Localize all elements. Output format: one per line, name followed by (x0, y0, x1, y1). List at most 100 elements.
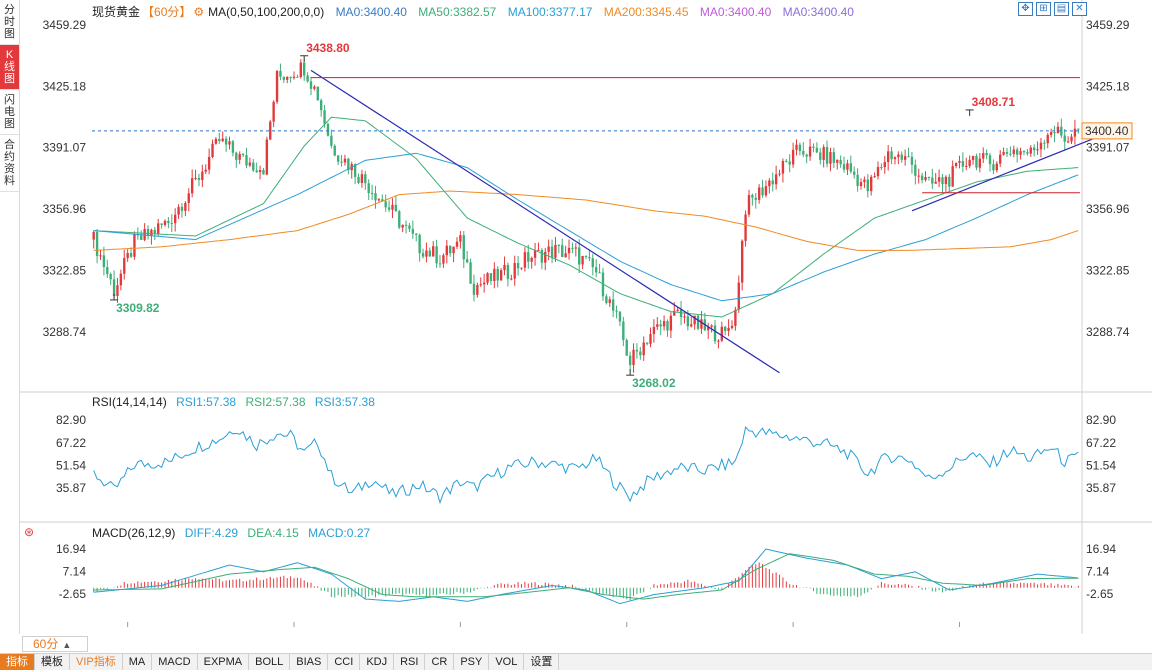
candle-body (187, 193, 190, 203)
toolbar-item-boll[interactable]: BOLL (249, 654, 291, 670)
toolbar-item-kdj[interactable]: KDJ (360, 654, 395, 670)
candle-body (707, 326, 710, 331)
candle-body (890, 151, 893, 160)
period-selector[interactable]: 60分 ▲ (22, 636, 88, 652)
toolbar-item-模板[interactable]: 模板 (35, 654, 70, 670)
toolbar-item-vol[interactable]: VOL (489, 654, 525, 670)
ma-value-3: MA200:3345.45 (603, 5, 689, 19)
rsi2-value: RSI2:57.38 (245, 395, 306, 409)
toolbar-item-ma[interactable]: MA (123, 654, 153, 670)
candle-body (411, 228, 415, 234)
candle-body (914, 164, 917, 176)
candle-body (357, 176, 360, 184)
candle-body (238, 154, 241, 160)
candle-body (880, 167, 883, 169)
rsi-tick-right-2: 51.54 (1086, 458, 1116, 472)
toolbar-item-cr[interactable]: CR (425, 654, 455, 670)
candle-body (153, 229, 156, 234)
chart-canvas[interactable]: 3459.29 3459.29 3425.18 3425.18 3391.07 3391.… (20, 0, 1152, 634)
chart-icon[interactable]: ▤ (1054, 2, 1069, 16)
candle-body (615, 310, 618, 312)
candle-body (965, 166, 968, 168)
candle-body (639, 351, 642, 356)
candle-body (221, 138, 224, 142)
macd-line-diff (93, 548, 1079, 605)
chart-area[interactable]: 3459.29 3459.29 3425.18 3425.18 3391.07 3391.… (20, 0, 1152, 634)
candle-body (876, 167, 880, 177)
sidebar-tab-0[interactable]: 分时图 (0, 0, 19, 45)
candle-body (533, 250, 537, 258)
y-tick-left-1: 3425.18 (43, 79, 87, 93)
sidebar-tab-2[interactable]: 闪电图 (0, 90, 19, 135)
candle-body (598, 272, 601, 274)
candle-body (948, 176, 951, 187)
y-tick-left-4: 3322.85 (43, 263, 87, 277)
current-price-tag (1081, 122, 1133, 140)
candle-body (934, 181, 937, 184)
toolbar-item-指标[interactable]: 指标 (0, 654, 35, 670)
crosshair-icon[interactable]: ⊞ (1036, 2, 1051, 16)
candle-body (757, 187, 761, 200)
move-icon[interactable]: ✥ (1018, 2, 1033, 16)
toolbar-item-macd[interactable]: MACD (152, 654, 198, 670)
arrow-up-icon: ▲ (62, 640, 72, 650)
toolbar-item-vip指标[interactable]: VIP指标 (70, 654, 123, 670)
candle-body (190, 178, 194, 194)
candle-body (170, 223, 173, 225)
candle-body (683, 316, 686, 318)
candle-body (679, 309, 683, 318)
candle-body (272, 101, 275, 122)
y-tick-right-1: 3425.18 (1086, 79, 1130, 93)
candle-body (415, 233, 418, 235)
candle-body (659, 324, 662, 327)
instrument-name: 现货黄金 (92, 5, 141, 19)
candle-body (611, 299, 615, 311)
candle-body (554, 244, 557, 258)
candle-body (886, 151, 890, 163)
target-icon[interactable]: ⊛ (24, 525, 35, 539)
candle-body (968, 159, 971, 167)
candle-body (1012, 149, 1015, 155)
candle-body (418, 234, 421, 254)
candle-body (920, 175, 924, 180)
candle-body (744, 214, 747, 241)
candle-body (173, 214, 177, 224)
candle-body (1029, 147, 1032, 154)
candle-body (992, 164, 995, 171)
candle-body (211, 143, 214, 157)
chart-window-controls: ✥ ⊞ ▤ ✕ (1018, 2, 1087, 16)
candle-body (140, 235, 143, 240)
candle-body (788, 161, 791, 165)
candle-body (547, 246, 550, 252)
macd-line-dea (93, 553, 1079, 600)
candle-body (768, 180, 771, 187)
candle-body (897, 154, 900, 158)
toolbar-item-psy[interactable]: PSY (454, 654, 490, 670)
candle-body (150, 229, 153, 236)
candle-body (201, 171, 204, 180)
gear-icon[interactable]: ⚙ (193, 5, 205, 19)
toolbar-item-expma[interactable]: EXPMA (198, 654, 250, 670)
candle-body (99, 255, 102, 257)
candle-body (1019, 151, 1022, 155)
current-price-label: 3400.40 (1085, 124, 1129, 138)
close-icon[interactable]: ✕ (1072, 2, 1087, 16)
candle-body (866, 179, 869, 192)
candle-body (330, 135, 333, 146)
toolbar-item-cci[interactable]: CCI (328, 654, 361, 670)
candle-body (747, 195, 751, 215)
sidebar-tab-3[interactable]: 合约资料 (0, 135, 19, 192)
candle-body (275, 70, 279, 102)
toolbar-item-bias[interactable]: BIAS (290, 654, 329, 670)
candle-body (717, 340, 720, 342)
candle-body (204, 169, 207, 172)
candle-body (506, 264, 510, 280)
candle-body (628, 355, 632, 366)
candle-body (323, 110, 326, 124)
candle-body (92, 232, 95, 240)
candle-body (482, 282, 486, 285)
toolbar-item-rsi[interactable]: RSI (394, 654, 426, 670)
candle-body (1046, 134, 1049, 144)
toolbar-item-设置[interactable]: 设置 (524, 654, 560, 670)
